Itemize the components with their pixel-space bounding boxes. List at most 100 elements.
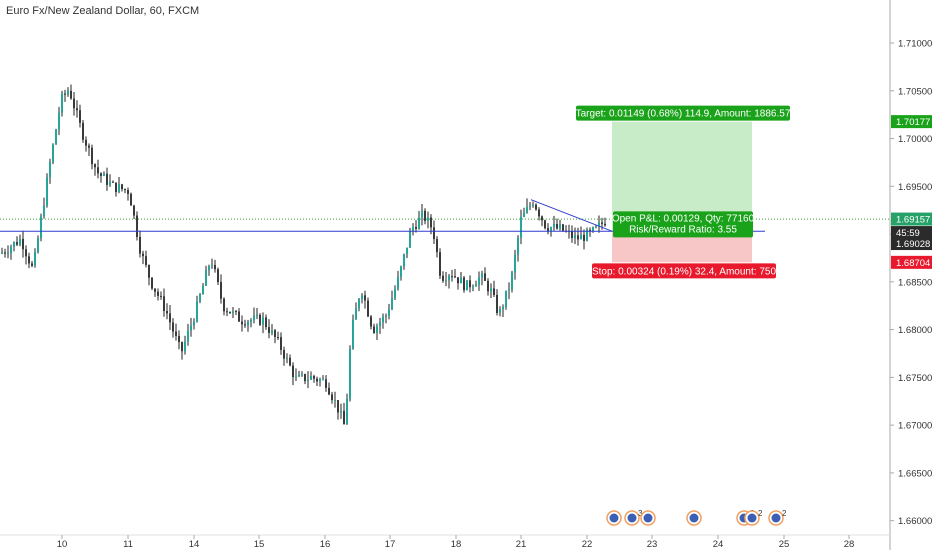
candle[interactable] (181, 341, 183, 360)
candle[interactable] (340, 403, 342, 419)
candle[interactable] (424, 208, 426, 225)
candle[interactable] (355, 302, 357, 320)
candle[interactable] (166, 303, 168, 320)
candle[interactable] (562, 223, 564, 232)
candle[interactable] (28, 252, 30, 269)
candle[interactable] (199, 293, 201, 304)
event-badge[interactable]: 3 (624, 509, 643, 526)
candle[interactable] (25, 245, 27, 265)
candle[interactable] (451, 269, 453, 282)
candle[interactable] (124, 188, 126, 194)
candle[interactable] (526, 198, 528, 214)
candle[interactable] (271, 324, 273, 336)
event-badge[interactable] (606, 510, 622, 526)
candle[interactable] (604, 217, 606, 227)
candle[interactable] (325, 375, 327, 392)
candle[interactable] (133, 204, 135, 219)
candle[interactable] (307, 371, 309, 389)
candle[interactable] (76, 100, 78, 118)
candle[interactable] (157, 288, 159, 301)
candle[interactable] (292, 362, 294, 386)
candle[interactable] (40, 213, 42, 242)
candle[interactable] (301, 371, 303, 377)
candle[interactable] (421, 203, 423, 226)
candle[interactable] (445, 271, 447, 287)
candle[interactable] (517, 235, 519, 262)
price-axis[interactable]: 1.710001.705001.700001.695001.690001.685… (890, 38, 932, 527)
candle[interactable] (412, 223, 414, 236)
candle[interactable] (505, 290, 507, 310)
candle[interactable] (145, 250, 147, 268)
candle[interactable] (436, 236, 438, 258)
candle[interactable] (313, 374, 315, 383)
candle[interactable] (586, 227, 588, 242)
candle[interactable] (175, 323, 177, 341)
candle[interactable] (304, 373, 306, 385)
candle[interactable] (70, 84, 72, 100)
candle[interactable] (160, 291, 162, 300)
candle[interactable] (259, 313, 261, 326)
candle[interactable] (376, 323, 378, 340)
candle[interactable] (352, 314, 354, 350)
candle[interactable] (481, 270, 483, 286)
candle[interactable] (235, 310, 237, 315)
candle[interactable] (496, 289, 498, 316)
candle[interactable] (583, 229, 585, 250)
candle[interactable] (223, 297, 225, 316)
candle[interactable] (232, 306, 234, 318)
candle[interactable] (1, 247, 3, 255)
candle[interactable] (136, 211, 138, 241)
candle[interactable] (229, 311, 231, 314)
candle[interactable] (469, 275, 471, 293)
candle[interactable] (388, 303, 390, 320)
candle[interactable] (337, 400, 339, 420)
candle[interactable] (208, 264, 210, 276)
candle[interactable] (529, 201, 531, 211)
candle[interactable] (139, 230, 141, 258)
candle[interactable] (148, 264, 150, 286)
candle[interactable] (322, 375, 324, 381)
candle[interactable] (7, 245, 9, 259)
candle[interactable] (37, 235, 39, 254)
candle[interactable] (217, 267, 219, 285)
candle[interactable] (244, 319, 246, 328)
candle[interactable] (328, 382, 330, 396)
candle[interactable] (364, 290, 366, 309)
candle[interactable] (262, 312, 264, 334)
event-badge[interactable] (686, 510, 702, 526)
candle[interactable] (433, 220, 435, 244)
candle[interactable] (508, 282, 510, 300)
candle[interactable] (82, 120, 84, 143)
candle[interactable] (67, 87, 69, 97)
candle[interactable] (547, 223, 549, 235)
candle[interactable] (478, 271, 480, 291)
candle[interactable] (490, 283, 492, 298)
candle[interactable] (46, 173, 48, 208)
candle[interactable] (238, 308, 240, 322)
candle[interactable] (79, 104, 81, 128)
candle[interactable] (241, 315, 243, 332)
candle[interactable] (391, 290, 393, 311)
candle[interactable] (397, 270, 399, 291)
candle[interactable] (385, 313, 387, 324)
candle[interactable] (580, 226, 582, 240)
candle[interactable] (187, 323, 189, 346)
candle[interactable] (400, 265, 402, 281)
candle[interactable] (103, 171, 105, 177)
candle[interactable] (472, 284, 474, 292)
candle[interactable] (439, 248, 441, 280)
candle[interactable] (382, 313, 384, 329)
candle[interactable] (43, 197, 45, 219)
candle[interactable] (454, 268, 456, 279)
candle[interactable] (97, 159, 99, 179)
candle[interactable] (463, 276, 465, 293)
candle[interactable] (574, 227, 576, 245)
candle[interactable] (193, 318, 195, 330)
candle[interactable] (202, 282, 204, 295)
candle[interactable] (316, 376, 318, 386)
candle[interactable] (112, 180, 114, 183)
trendline[interactable] (530, 199, 613, 232)
candle[interactable] (34, 248, 36, 268)
candle[interactable] (178, 330, 180, 350)
